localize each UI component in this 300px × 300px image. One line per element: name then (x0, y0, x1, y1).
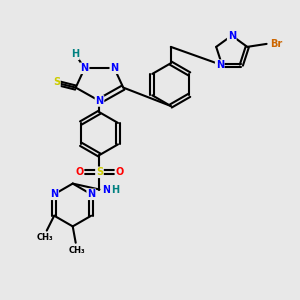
Text: O: O (75, 167, 83, 177)
Text: S: S (53, 76, 60, 87)
Text: N: N (228, 31, 236, 40)
Text: N: N (87, 189, 95, 199)
Text: CH₃: CH₃ (69, 246, 85, 255)
Text: N: N (80, 63, 89, 73)
Text: O: O (116, 167, 124, 177)
Text: CH₃: CH₃ (37, 233, 54, 242)
Text: S: S (96, 167, 103, 177)
Text: H: H (111, 184, 119, 194)
Text: H: H (71, 49, 79, 59)
Text: N: N (95, 96, 104, 106)
Text: N: N (50, 189, 58, 199)
Text: N: N (102, 184, 110, 194)
Text: Br: Br (270, 39, 282, 49)
Text: N: N (110, 63, 118, 73)
Text: N: N (216, 60, 224, 70)
